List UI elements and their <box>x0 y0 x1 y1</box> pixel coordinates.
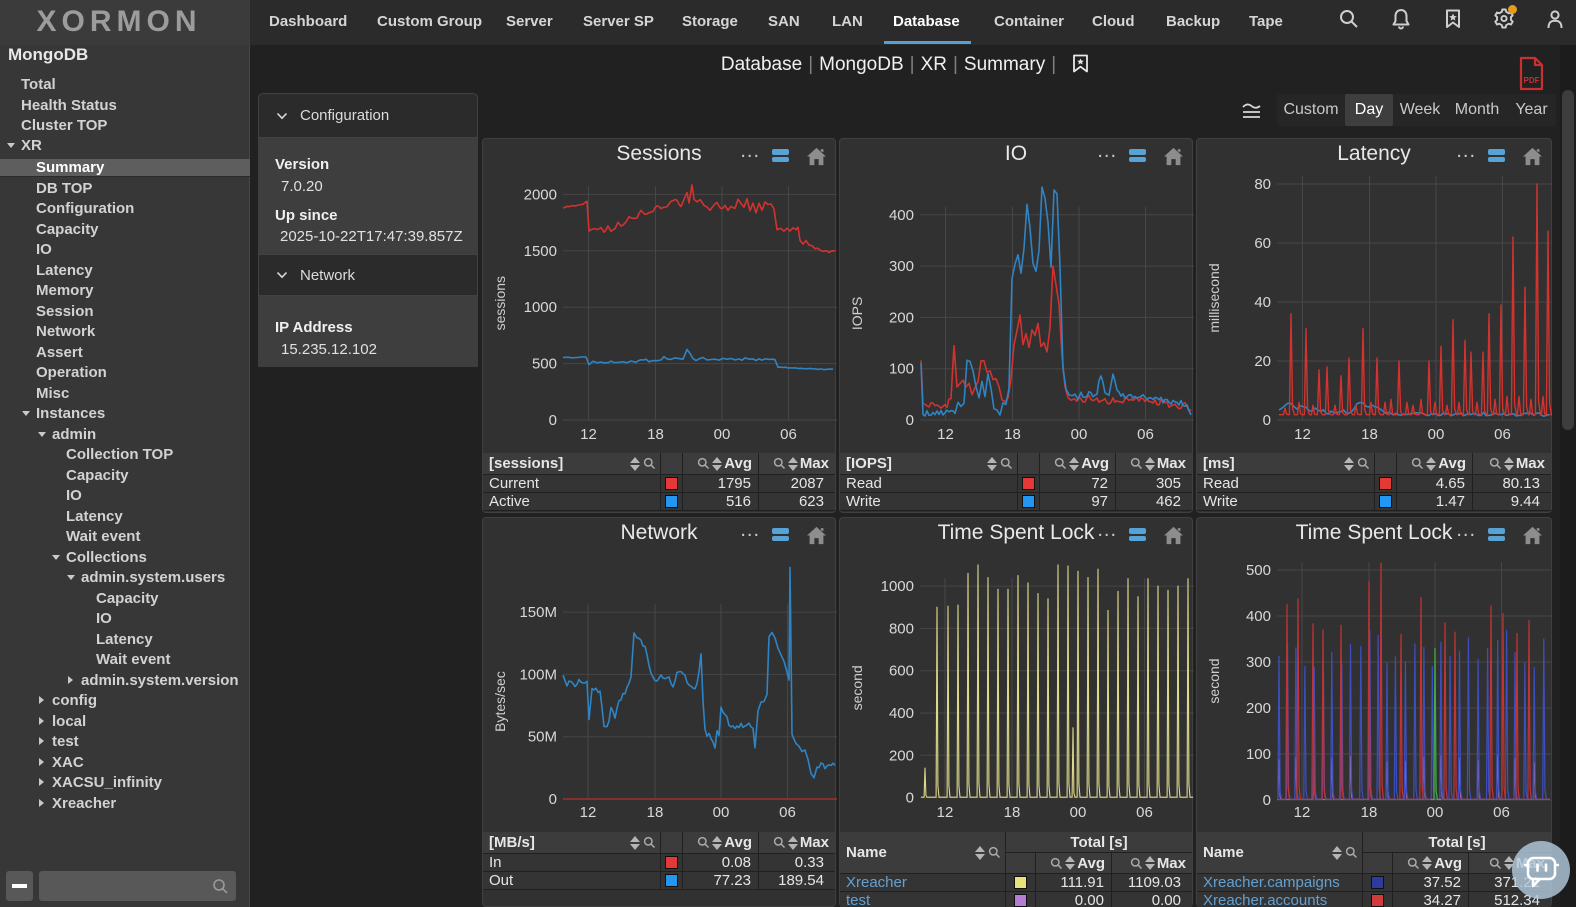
svg-text:06: 06 <box>1493 804 1510 821</box>
svg-text:200: 200 <box>1246 700 1271 717</box>
svg-text:06: 06 <box>780 426 797 443</box>
svg-text:1500: 1500 <box>524 243 557 260</box>
svg-text:06: 06 <box>1136 804 1153 821</box>
svg-text:millisecond: millisecond <box>1206 263 1222 332</box>
svg-text:18: 18 <box>1361 426 1378 443</box>
svg-text:00: 00 <box>1070 804 1087 821</box>
svg-text:400: 400 <box>1246 608 1271 625</box>
svg-text:500: 500 <box>532 356 557 373</box>
svg-text:0: 0 <box>549 791 557 808</box>
svg-text:06: 06 <box>1494 426 1511 443</box>
svg-text:100: 100 <box>889 361 914 378</box>
svg-text:00: 00 <box>713 804 730 821</box>
svg-text:18: 18 <box>647 426 664 443</box>
svg-text:100M: 100M <box>519 666 557 683</box>
svg-text:1000: 1000 <box>881 578 914 595</box>
svg-text:60: 60 <box>1254 235 1271 252</box>
svg-text:400: 400 <box>889 705 914 722</box>
svg-text:400: 400 <box>889 207 914 224</box>
svg-text:18: 18 <box>647 804 664 821</box>
svg-text:00: 00 <box>1071 426 1088 443</box>
svg-text:0: 0 <box>549 412 557 429</box>
svg-text:300: 300 <box>889 258 914 275</box>
svg-text:12: 12 <box>1294 426 1311 443</box>
svg-text:40: 40 <box>1254 294 1271 311</box>
svg-text:12: 12 <box>937 804 954 821</box>
svg-text:200: 200 <box>889 747 914 764</box>
svg-text:00: 00 <box>714 426 731 443</box>
svg-text:12: 12 <box>1294 804 1311 821</box>
svg-text:second: second <box>849 665 865 710</box>
svg-text:18: 18 <box>1361 804 1378 821</box>
svg-text:300: 300 <box>1246 654 1271 671</box>
svg-text:00: 00 <box>1428 426 1445 443</box>
svg-text:second: second <box>1206 658 1222 703</box>
svg-text:0: 0 <box>906 412 914 429</box>
svg-text:2000: 2000 <box>524 186 557 203</box>
svg-text:500: 500 <box>1246 562 1271 579</box>
svg-text:00: 00 <box>1427 804 1444 821</box>
svg-text:sessions: sessions <box>492 276 508 330</box>
svg-text:06: 06 <box>779 804 796 821</box>
svg-text:80: 80 <box>1254 176 1271 193</box>
svg-text:12: 12 <box>937 426 954 443</box>
svg-text:20: 20 <box>1254 353 1271 370</box>
svg-text:800: 800 <box>889 620 914 637</box>
svg-text:12: 12 <box>580 426 597 443</box>
svg-text:06: 06 <box>1137 426 1154 443</box>
svg-text:18: 18 <box>1004 426 1021 443</box>
svg-text:100: 100 <box>1246 746 1271 763</box>
svg-text:1000: 1000 <box>524 299 557 316</box>
svg-text:600: 600 <box>889 663 914 680</box>
svg-text:150M: 150M <box>519 604 557 621</box>
svg-text:12: 12 <box>580 804 597 821</box>
svg-text:200: 200 <box>889 309 914 326</box>
svg-text:0: 0 <box>1263 792 1271 809</box>
svg-text:0: 0 <box>1263 412 1271 429</box>
svg-text:50M: 50M <box>528 729 557 746</box>
svg-text:0: 0 <box>906 790 914 807</box>
svg-text:PDF: PDF <box>1524 76 1540 85</box>
svg-text:IOPS: IOPS <box>849 297 865 330</box>
svg-text:Bytes/sec: Bytes/sec <box>492 671 508 732</box>
svg-text:18: 18 <box>1004 804 1021 821</box>
